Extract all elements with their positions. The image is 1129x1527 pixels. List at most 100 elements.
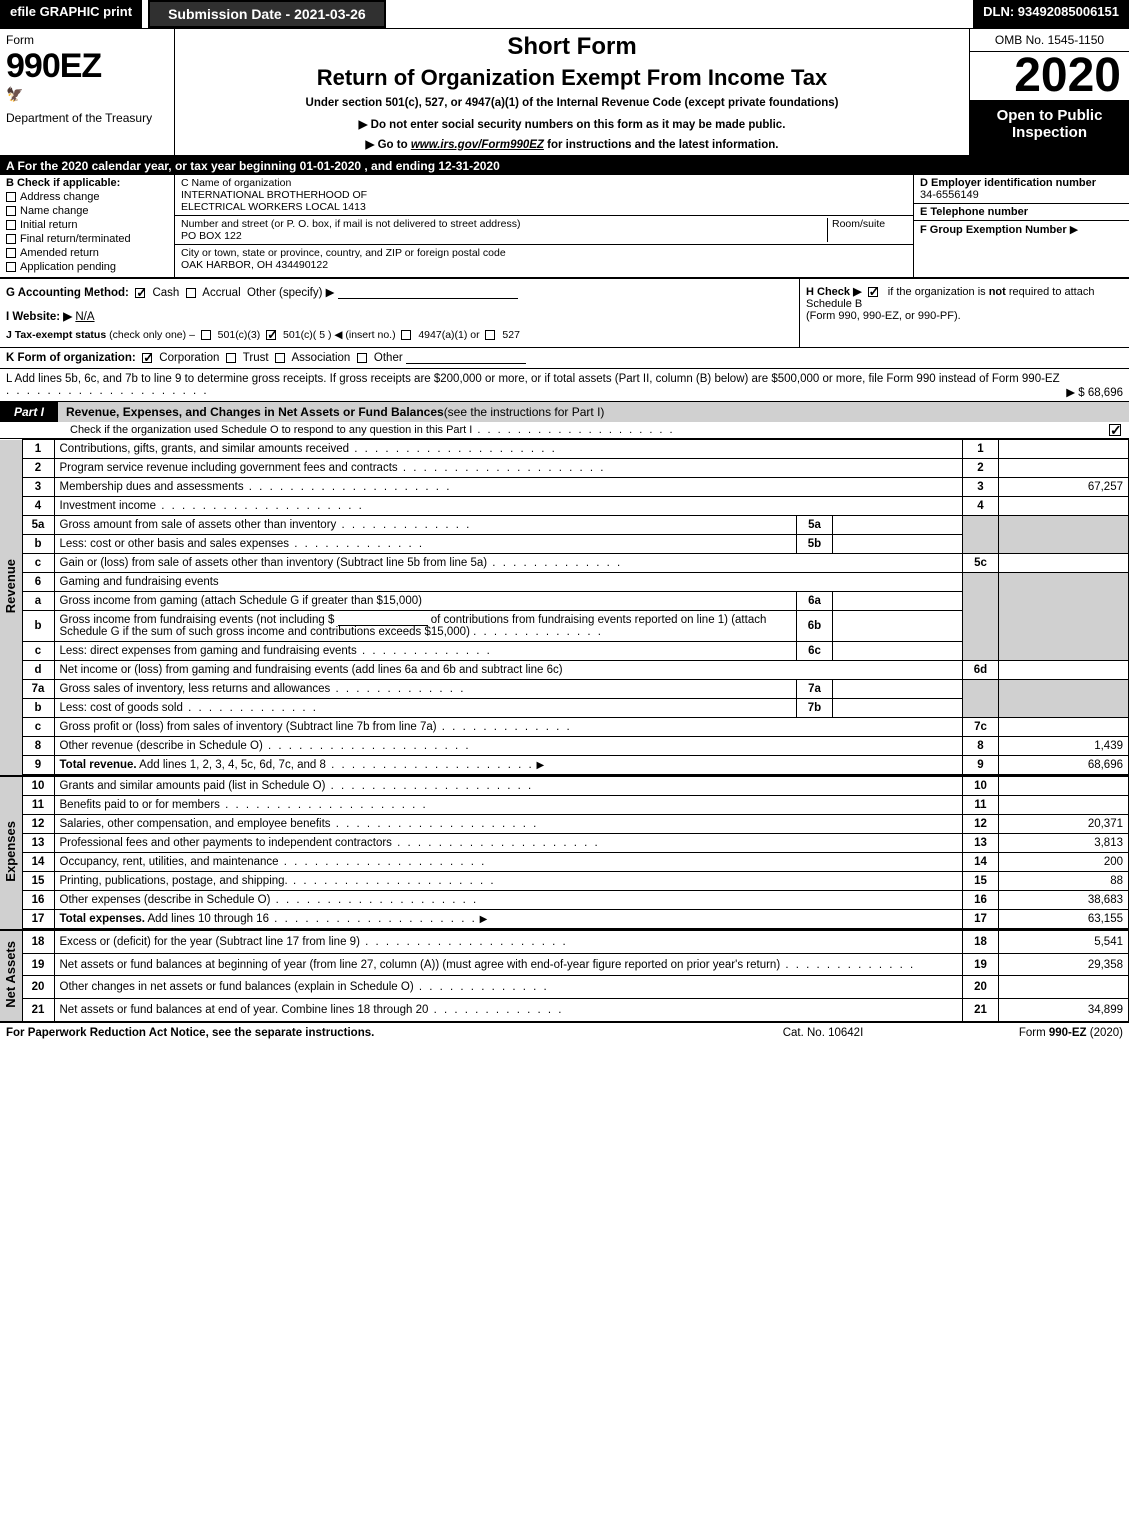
line-desc: Net assets or fund balances at end of ye…: [54, 998, 963, 1021]
line-amount: 20,371: [999, 815, 1129, 834]
lineno: 11: [22, 796, 54, 815]
line-amount: [999, 976, 1129, 999]
checkbox-initial-return[interactable]: [6, 220, 16, 230]
lineno: 14: [22, 853, 54, 872]
shade-cell: [963, 573, 999, 661]
lineno: b: [22, 611, 54, 642]
row-k: K Form of organization: Corporation Trus…: [0, 348, 1129, 369]
checkbox-501c[interactable]: [266, 330, 276, 340]
header-center: Short Form Return of Organization Exempt…: [175, 29, 969, 155]
table-row: 9 Total revenue. Add lines 1, 2, 3, 4, 5…: [0, 756, 1129, 775]
line-desc: Grants and similar amounts paid (list in…: [54, 776, 963, 796]
ein-value: 34-6556149: [920, 189, 1123, 201]
label-street: Number and street (or P. O. box, if mail…: [181, 218, 827, 230]
form-label: Form: [6, 33, 168, 47]
other-method-input[interactable]: [338, 298, 518, 299]
shade-cell: [999, 516, 1129, 554]
line-num: 10: [963, 776, 999, 796]
line-desc: Less: direct expenses from gaming and fu…: [54, 642, 797, 661]
checkbox-application-pending[interactable]: [6, 262, 16, 272]
line-num: 9: [963, 756, 999, 775]
label-cash: Cash: [152, 287, 179, 299]
line-num: 21: [963, 998, 999, 1021]
sub-amount: [833, 642, 963, 661]
open-to-public: Open to Public Inspection: [970, 101, 1129, 155]
lineno: 6: [22, 573, 54, 592]
checkbox-trust[interactable]: [226, 353, 236, 363]
lineno: c: [22, 554, 54, 573]
goto-pre: ▶ Go to: [366, 139, 411, 151]
line-amount: 68,696: [999, 756, 1129, 775]
sub-amount: [833, 680, 963, 699]
label-trust: Trust: [243, 352, 269, 364]
line-amount: 5,541: [999, 930, 1129, 953]
other-org-input[interactable]: [406, 363, 526, 364]
checkbox-address-change[interactable]: [6, 192, 16, 202]
table-row: Net Assets 18 Excess or (deficit) for th…: [0, 930, 1129, 953]
sub-amount: [833, 611, 963, 642]
part-i-title: Revenue, Expenses, and Changes in Net As…: [58, 402, 1129, 422]
expenses-vlabel: Expenses: [3, 811, 18, 892]
lineno: 19: [22, 953, 54, 976]
lineno: 3: [22, 478, 54, 497]
checkbox-final-return[interactable]: [6, 234, 16, 244]
table-row: 7a Gross sales of inventory, less return…: [0, 680, 1129, 699]
treasury-seal-icon: 🦅: [6, 86, 168, 103]
label-4947a1: 4947(a)(1) or: [418, 329, 479, 341]
line-desc: Gross sales of inventory, less returns a…: [54, 680, 797, 699]
department-label: Department of the Treasury: [6, 111, 168, 125]
table-row: 13 Professional fees and other payments …: [0, 834, 1129, 853]
line-amount: 1,439: [999, 737, 1129, 756]
label-accrual: Accrual: [202, 287, 240, 299]
lineno: 1: [22, 440, 54, 459]
lineno: 5a: [22, 516, 54, 535]
label-ein: D Employer identification number: [920, 177, 1123, 189]
goto-post: for instructions and the latest informat…: [544, 139, 779, 151]
arrow-icon: [477, 913, 487, 925]
line-num: 19: [963, 953, 999, 976]
checkbox-amended-return[interactable]: [6, 248, 16, 258]
efile-print-button[interactable]: efile GRAPHIC print: [0, 0, 142, 28]
lineno: b: [22, 535, 54, 554]
line-num: 16: [963, 891, 999, 910]
line-amount: [999, 661, 1129, 680]
line-desc: Total revenue. Add lines 1, 2, 3, 4, 5c,…: [54, 756, 963, 775]
checkbox-501c3[interactable]: [201, 330, 211, 340]
line-num: 13: [963, 834, 999, 853]
checkbox-name-change[interactable]: [6, 206, 16, 216]
line-amount: 63,155: [999, 910, 1129, 929]
checkbox-527[interactable]: [485, 330, 495, 340]
checkbox-schedule-o-used[interactable]: [1109, 424, 1121, 436]
header-right: OMB No. 1545-1150 2020 Open to Public In…: [969, 29, 1129, 155]
line-desc: Net assets or fund balances at beginning…: [54, 953, 963, 976]
checkbox-cash[interactable]: [135, 288, 145, 298]
revenue-table: Revenue 1 Contributions, gifts, grants, …: [0, 439, 1129, 775]
org-info-grid: B Check if applicable: Address change Na…: [0, 175, 1129, 278]
label-telephone: E Telephone number: [920, 206, 1123, 218]
line-desc: Contributions, gifts, grants, and simila…: [54, 440, 963, 459]
line-amount: 88: [999, 872, 1129, 891]
label-final-return: Final return/terminated: [20, 233, 131, 245]
h-check-label: H Check ▶: [806, 286, 862, 298]
checkbox-4947a1[interactable]: [401, 330, 411, 340]
revenue-vlabel: Revenue: [3, 549, 18, 623]
lineno: c: [22, 718, 54, 737]
checkbox-association[interactable]: [275, 353, 285, 363]
lineno: 13: [22, 834, 54, 853]
line-num: 5c: [963, 554, 999, 573]
checkbox-corporation[interactable]: [142, 353, 152, 363]
submission-date: Submission Date - 2021-03-26: [148, 0, 386, 28]
line-desc: Occupancy, rent, utilities, and maintena…: [54, 853, 963, 872]
table-row: 20 Other changes in net assets or fund b…: [0, 976, 1129, 999]
line-desc: Program service revenue including govern…: [54, 459, 963, 478]
line-desc: Other expenses (describe in Schedule O): [54, 891, 963, 910]
checkbox-schedule-b-not-required[interactable]: [868, 287, 878, 297]
line-desc: Benefits paid to or for members: [54, 796, 963, 815]
label-association: Association: [292, 352, 351, 364]
checkbox-accrual[interactable]: [186, 288, 196, 298]
shade-cell: [999, 573, 1129, 661]
checkbox-other-org[interactable]: [357, 353, 367, 363]
row-l-amount: ▶ $ 68,696: [1066, 385, 1123, 399]
irs-link[interactable]: www.irs.gov/Form990EZ: [411, 139, 544, 151]
sub-num: 6a: [797, 592, 833, 611]
